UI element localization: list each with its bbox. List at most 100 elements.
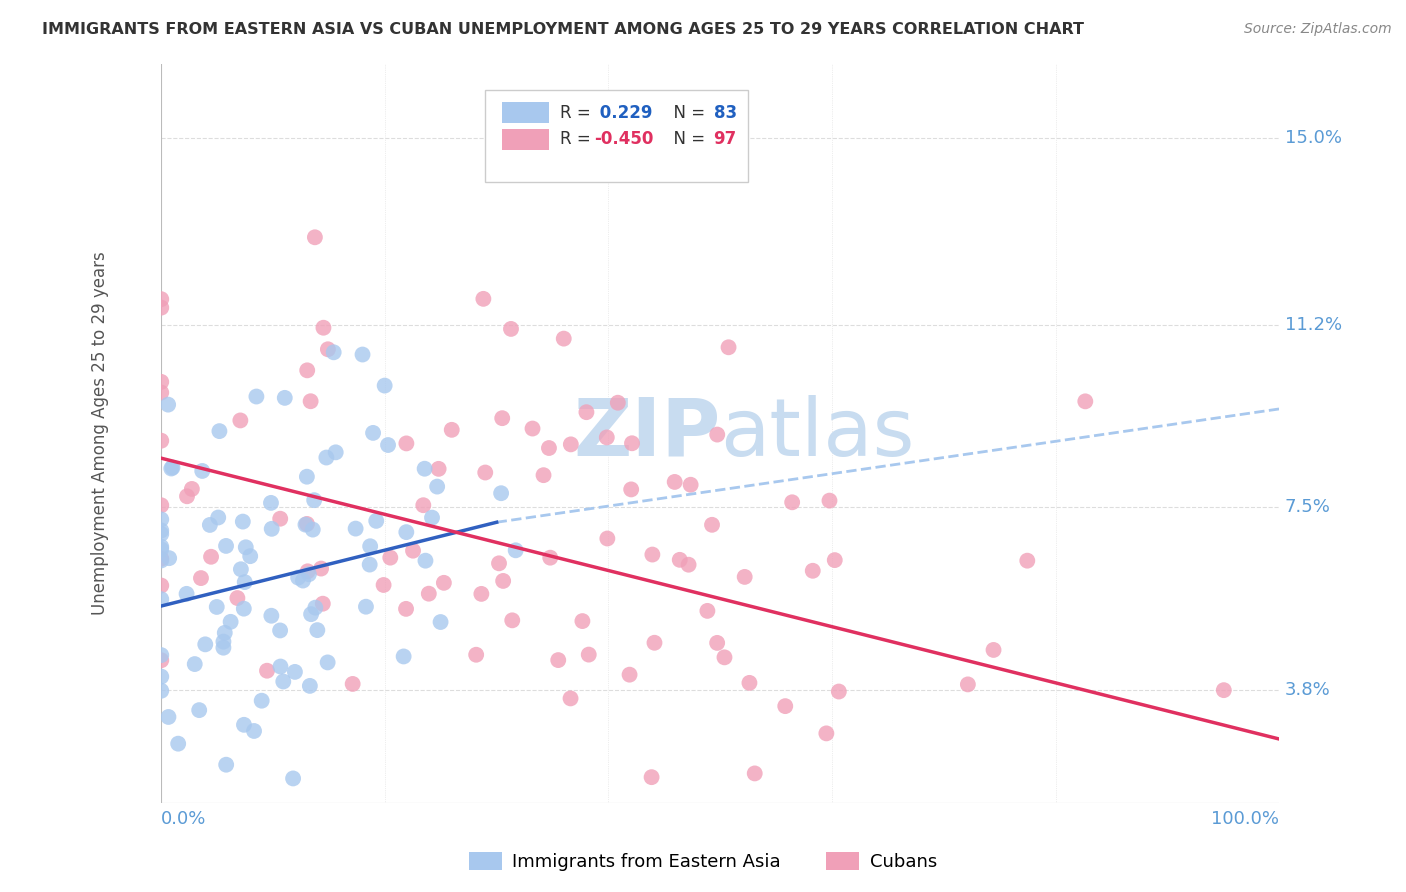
Text: 11.2%: 11.2%: [1285, 316, 1341, 334]
Point: [797, 846, 820, 860]
Point: [298, 679, 321, 693]
Point: [501, 613, 523, 627]
Point: [295, 469, 318, 483]
Point: [150, 540, 173, 554]
Point: [472, 292, 495, 306]
Point: [395, 436, 418, 450]
Point: [176, 489, 198, 503]
Point: [361, 425, 384, 440]
Point: [229, 413, 252, 427]
Text: R =: R =: [561, 103, 596, 122]
Text: R =: R =: [561, 130, 596, 148]
Text: -0.450: -0.450: [593, 130, 654, 148]
Point: [640, 770, 662, 784]
Point: [291, 574, 314, 588]
Point: [395, 602, 418, 616]
Point: [596, 532, 619, 546]
Point: [426, 480, 449, 494]
Point: [641, 548, 664, 562]
Point: [207, 510, 229, 524]
Point: [1063, 846, 1085, 860]
Point: [269, 659, 291, 673]
Point: [274, 391, 297, 405]
Point: [205, 599, 228, 614]
Point: [547, 653, 569, 667]
Text: N =: N =: [664, 103, 710, 122]
Point: [734, 570, 756, 584]
Point: [312, 320, 335, 334]
Point: [157, 398, 180, 412]
Point: [380, 550, 402, 565]
Point: [429, 615, 451, 629]
Point: [150, 648, 173, 662]
Bar: [502, 103, 550, 123]
Point: [150, 578, 173, 592]
Point: [1074, 394, 1097, 409]
Point: [304, 600, 326, 615]
Point: [284, 665, 307, 679]
Point: [150, 524, 173, 538]
Point: [260, 496, 283, 510]
Point: [269, 512, 291, 526]
Point: [621, 436, 644, 450]
Point: [828, 684, 851, 698]
Text: 15.0%: 15.0%: [1285, 129, 1341, 147]
Point: [297, 564, 319, 578]
Point: [208, 424, 231, 438]
Text: 100.0%: 100.0%: [1211, 811, 1279, 829]
Point: [150, 653, 173, 667]
Point: [150, 292, 173, 306]
Point: [910, 822, 932, 837]
Point: [560, 691, 582, 706]
Point: [392, 649, 415, 664]
Point: [167, 737, 190, 751]
Point: [491, 411, 513, 425]
Text: 97: 97: [713, 130, 737, 148]
Point: [668, 553, 690, 567]
Point: [553, 332, 575, 346]
Point: [696, 604, 718, 618]
Point: [295, 516, 318, 531]
Point: [717, 340, 740, 354]
Text: IMMIGRANTS FROM EASTERN ASIA VS CUBAN UNEMPLOYMENT AMONG AGES 25 TO 29 YEARS COR: IMMIGRANTS FROM EASTERN ASIA VS CUBAN UN…: [42, 22, 1084, 37]
Point: [413, 461, 436, 475]
Point: [596, 430, 619, 444]
Point: [773, 699, 796, 714]
Point: [150, 512, 173, 526]
Point: [679, 477, 702, 491]
Text: Source: ZipAtlas.com: Source: ZipAtlas.com: [1244, 22, 1392, 37]
Point: [474, 466, 496, 480]
Point: [198, 517, 221, 532]
Point: [352, 347, 374, 361]
Point: [571, 614, 593, 628]
Point: [180, 482, 202, 496]
Point: [260, 608, 283, 623]
Point: [150, 551, 173, 566]
Point: [157, 551, 180, 566]
Bar: [502, 129, 550, 150]
Text: ZIP: ZIP: [574, 394, 720, 473]
Point: [533, 468, 555, 483]
Text: 7.5%: 7.5%: [1285, 499, 1330, 516]
Point: [678, 558, 700, 572]
Point: [643, 636, 665, 650]
Point: [150, 542, 173, 557]
Point: [281, 772, 304, 786]
Point: [287, 571, 309, 585]
Point: [250, 694, 273, 708]
Point: [212, 634, 235, 648]
Point: [420, 510, 443, 524]
Point: [312, 597, 335, 611]
Point: [470, 587, 492, 601]
Point: [245, 390, 267, 404]
Point: [315, 450, 337, 465]
Point: [271, 674, 294, 689]
Point: [150, 527, 173, 541]
Point: [299, 607, 322, 622]
Point: [160, 461, 183, 475]
Point: [538, 550, 561, 565]
Point: [298, 567, 321, 582]
Point: [1212, 683, 1234, 698]
Point: [316, 656, 339, 670]
Point: [342, 677, 364, 691]
